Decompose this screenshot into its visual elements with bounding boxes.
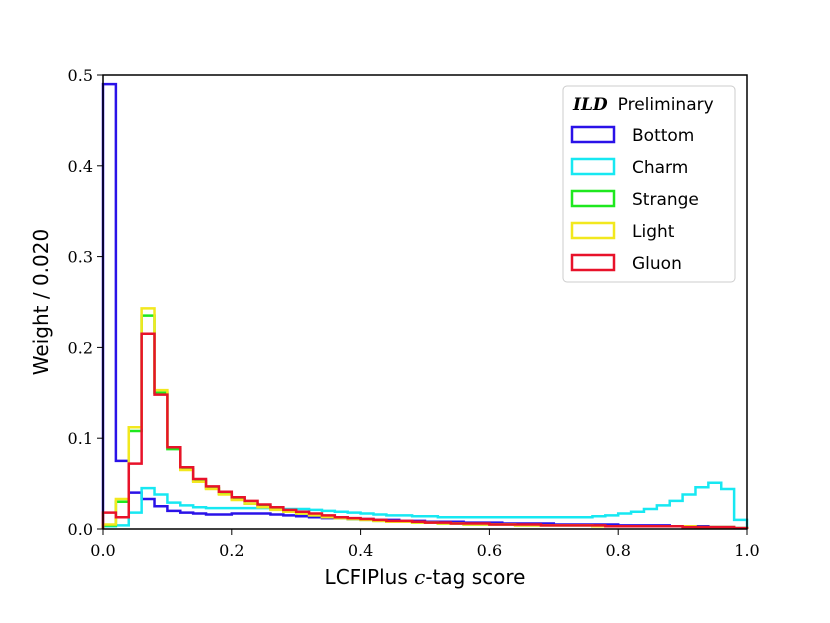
x-axis-label: LCFIPlus c-tag score (325, 565, 526, 589)
legend-title: ILD Preliminary (572, 95, 714, 115)
x-tick-label: 0.2 (219, 541, 244, 560)
x-tick-label: 0.0 (90, 541, 115, 560)
x-axis-label-pre: LCFIPlus (325, 565, 415, 589)
x-tick-label: 0.8 (605, 541, 630, 560)
legend-title-status: Preliminary (618, 95, 714, 115)
series-light-line (101, 307, 749, 530)
y-axis: 0.0 0.1 0.2 0.3 0.4 0.5 (68, 66, 103, 539)
x-axis: 0.0 0.2 0.4 0.6 0.8 1.0 (90, 529, 760, 560)
legend-label-strange: Strange (632, 190, 699, 210)
x-axis-label-post: -tag score (425, 565, 525, 589)
x-tick-label: 0.4 (348, 541, 373, 560)
x-tick-label: 0.6 (477, 541, 502, 560)
legend-label-charm: Charm (632, 158, 688, 178)
legend-frame (562, 85, 736, 283)
legend-swatch-charm (570, 157, 616, 176)
legend-swatch-gluon (570, 253, 616, 272)
legend: ILD Preliminary Bottom Charm Strange Light G… (562, 85, 736, 283)
y-tick-label: 0.2 (68, 338, 93, 357)
plot-frame (102, 74, 748, 530)
legend-swatch-strange (570, 189, 616, 208)
x-axis-label-math: c (414, 565, 425, 589)
y-axis-label: Weight / 0.020 (29, 229, 53, 375)
y-tick-label: 0.3 (68, 248, 93, 267)
series-strange-line (101, 314, 749, 530)
y-tick-label: 0.5 (68, 66, 93, 85)
series-layer (101, 82, 749, 530)
series-gluon-line (101, 332, 749, 530)
series-charm-line (101, 481, 749, 529)
y-tick-label: 0.0 (68, 520, 93, 539)
legend-label-light: Light (632, 222, 675, 242)
legend-label-gluon: Gluon (632, 254, 682, 274)
y-tick-label: 0.4 (68, 157, 93, 176)
legend-swatch-bottom (570, 125, 616, 144)
legend-title-experiment: ILD (572, 95, 608, 115)
legend-entries: Bottom Charm Strange Light Gluon (570, 125, 699, 274)
x-tick-label: 1.0 (734, 541, 759, 560)
y-tick-label: 0.1 (68, 429, 93, 448)
legend-label-bottom: Bottom (632, 126, 694, 146)
legend-swatch-light (570, 221, 616, 240)
